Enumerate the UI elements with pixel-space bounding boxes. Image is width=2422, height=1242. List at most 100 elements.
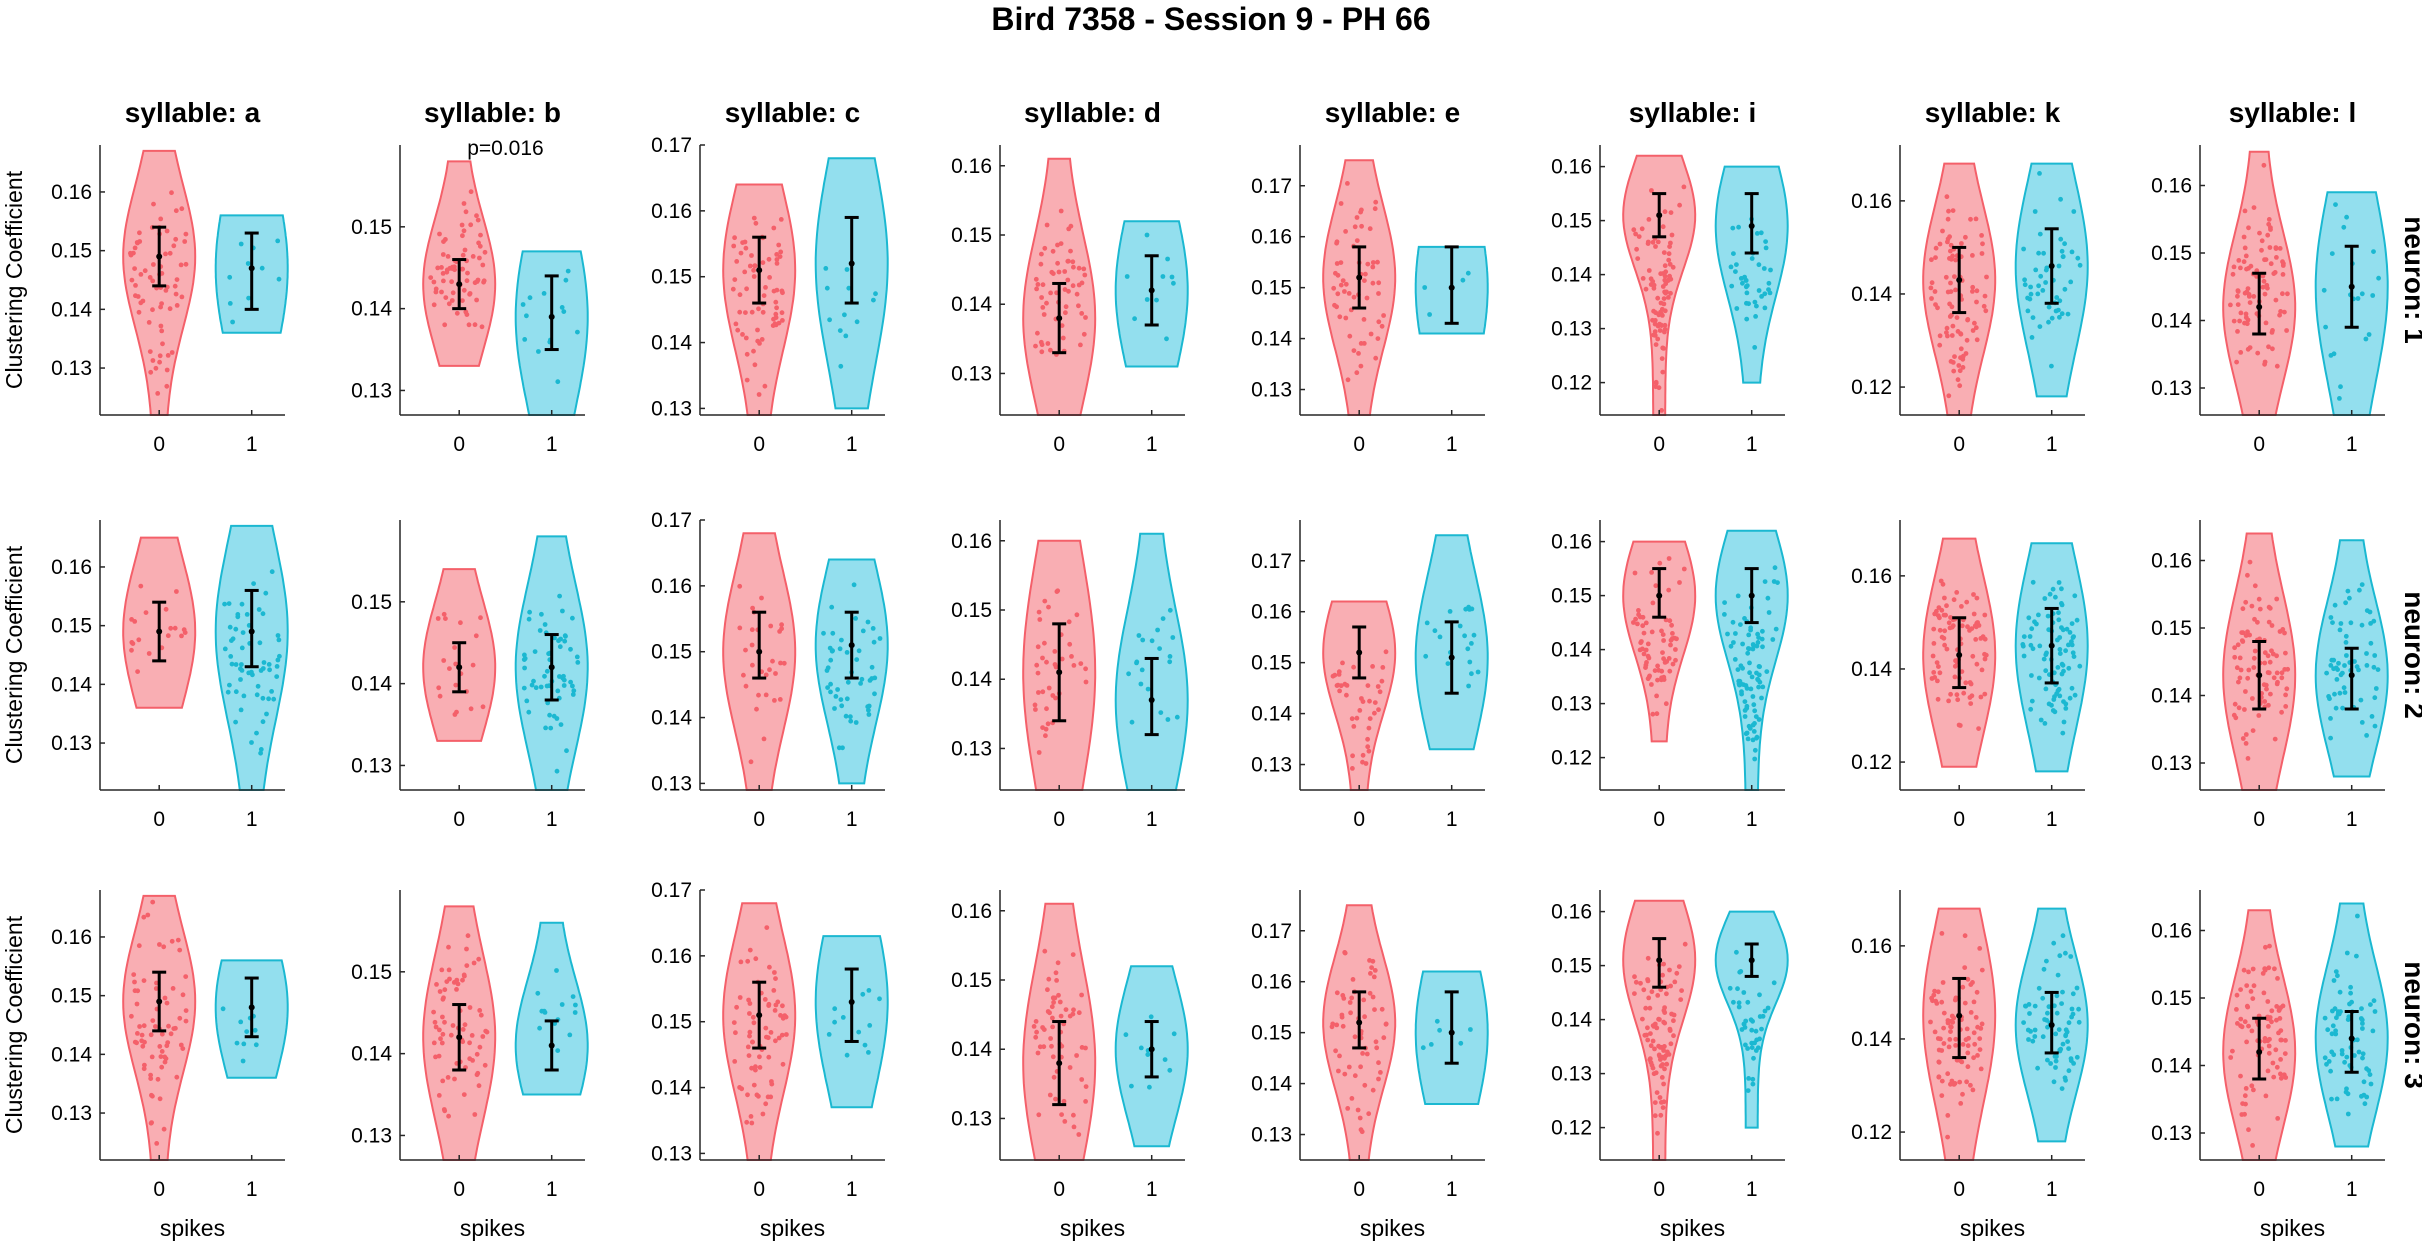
data-point	[264, 711, 269, 717]
panel: 0.130.140.150.160 1	[51, 520, 289, 831]
data-point	[2246, 225, 2251, 231]
data-point	[1631, 620, 1636, 625]
data-point	[439, 1040, 445, 1046]
data-point	[449, 298, 455, 303]
x-tick-label: 0	[1653, 1178, 1665, 1201]
data-point	[173, 236, 179, 242]
y-tick-label: 0.15	[1251, 1022, 1292, 1045]
data-point	[464, 946, 469, 952]
data-point	[230, 636, 236, 642]
data-point	[253, 1042, 259, 1048]
data-point	[222, 601, 228, 607]
mean-marker	[848, 642, 855, 649]
data-point	[1668, 1041, 1674, 1047]
data-point	[1757, 1014, 1763, 1019]
data-point	[1744, 283, 1750, 288]
data-point	[445, 1075, 451, 1080]
data-point	[1149, 638, 1155, 644]
data-point	[2234, 1007, 2239, 1012]
data-point	[435, 616, 441, 621]
data-point	[739, 1086, 745, 1092]
data-point	[1652, 1100, 1658, 1105]
x-tick-label: 0	[1653, 433, 1665, 456]
data-point	[1350, 766, 1355, 771]
data-point	[1339, 1014, 1345, 1020]
data-point	[2283, 692, 2289, 698]
data-point	[1959, 1059, 1965, 1065]
data-point	[2342, 1059, 2348, 1065]
data-point	[2364, 1066, 2370, 1072]
data-point	[838, 363, 844, 369]
data-point	[559, 1002, 565, 1007]
data-point	[2242, 1093, 2248, 1099]
data-point	[1754, 670, 1759, 676]
data-point	[1160, 274, 1166, 279]
data-point	[2284, 686, 2290, 692]
data-point	[2279, 670, 2285, 676]
data-point	[1657, 328, 1663, 333]
data-point	[1372, 1007, 1377, 1012]
x-tick-label: 1	[2046, 808, 2058, 831]
data-point	[1354, 215, 1360, 220]
y-tick-label: 0.13	[351, 1124, 392, 1147]
data-point	[1652, 1113, 1658, 1119]
data-point	[2074, 617, 2080, 623]
data-point	[751, 215, 757, 221]
data-point	[2264, 282, 2270, 288]
data-point	[2371, 998, 2377, 1004]
data-point	[1660, 1105, 1666, 1110]
panel: 0.130.140.150 1	[351, 145, 589, 456]
data-point	[2256, 713, 2262, 718]
data-point	[2035, 291, 2041, 297]
data-point	[1756, 684, 1761, 690]
data-point	[146, 320, 152, 325]
data-point	[2043, 686, 2049, 692]
data-point	[535, 990, 541, 996]
data-point	[1366, 725, 1372, 731]
data-point	[1069, 654, 1074, 659]
data-point	[2056, 686, 2062, 692]
data-point	[153, 365, 159, 371]
data-point	[475, 217, 481, 223]
data-point	[2347, 1001, 2352, 1007]
data-point	[1631, 227, 1637, 233]
data-point	[2245, 572, 2250, 578]
data-point	[2242, 707, 2247, 712]
mean-marker	[2048, 642, 2055, 649]
data-point	[1645, 241, 1651, 247]
data-point	[1662, 209, 1668, 215]
data-point	[1667, 1028, 1673, 1033]
data-point	[1752, 1040, 1757, 1046]
data-point	[848, 714, 853, 720]
data-point	[2061, 719, 2067, 725]
data-point	[1646, 674, 1652, 680]
data-point	[1374, 1045, 1380, 1051]
y-tick-label: 0.15	[51, 240, 92, 263]
data-point	[1971, 999, 1977, 1005]
data-point	[271, 696, 277, 702]
data-point	[2278, 1057, 2284, 1062]
data-point	[2060, 933, 2066, 939]
data-point	[750, 1014, 756, 1020]
data-point	[779, 626, 784, 632]
data-point	[150, 1018, 156, 1023]
data-point	[2054, 1010, 2060, 1016]
data-point	[2030, 579, 2036, 585]
data-point	[1358, 1064, 1363, 1070]
data-point	[1644, 1032, 1649, 1038]
data-point	[1643, 1005, 1649, 1011]
data-point	[1962, 1000, 1968, 1006]
data-point	[1053, 970, 1059, 976]
data-point	[2036, 612, 2041, 618]
data-point	[1469, 671, 1474, 677]
data-point	[1762, 305, 1768, 311]
data-point	[1377, 689, 1383, 695]
data-point	[865, 619, 871, 625]
data-point	[2343, 633, 2349, 639]
data-point	[1660, 650, 1665, 655]
data-point	[220, 1006, 226, 1012]
data-point	[1974, 288, 1980, 294]
data-point	[1641, 987, 1647, 993]
data-point	[2042, 721, 2048, 726]
